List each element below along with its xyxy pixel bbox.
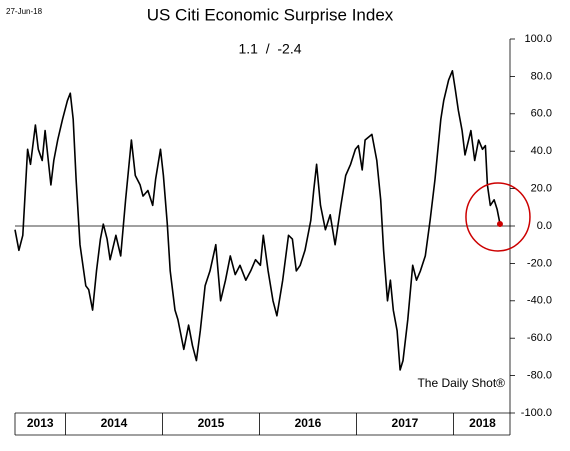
y-tick-label: -40.0 <box>527 295 552 307</box>
y-tick-label: 40.0 <box>531 145 552 157</box>
y-tick-label: 0.0 <box>537 220 552 232</box>
x-year-label: 2016 <box>295 416 322 430</box>
y-tick-label: 80.0 <box>531 70 552 82</box>
source-label: The Daily Shot® <box>417 376 505 390</box>
last-point <box>496 220 503 227</box>
date-stamp: 27-Jun-18 <box>6 7 43 16</box>
y-tick-label: -80.0 <box>527 370 552 382</box>
x-year-label: 2017 <box>392 416 419 430</box>
chart-subtitle: 1.1 / -2.4 <box>238 41 301 57</box>
series-line <box>14 70 501 371</box>
y-tick-label: -100.0 <box>521 407 552 419</box>
x-year-label: 2013 <box>27 416 54 430</box>
x-year-label: 2015 <box>198 416 225 430</box>
highlight-circle <box>465 182 531 252</box>
y-tick-label: 100.0 <box>524 33 552 45</box>
y-tick-label: -20.0 <box>527 257 552 269</box>
x-year-label: 2018 <box>469 416 496 430</box>
y-tick-label: -60.0 <box>527 332 552 344</box>
y-tick-label: 60.0 <box>531 108 552 120</box>
x-year-label: 2014 <box>101 416 128 430</box>
chart-title: US Citi Economic Surprise Index <box>147 5 394 24</box>
y-tick-label: 20.0 <box>531 183 552 195</box>
